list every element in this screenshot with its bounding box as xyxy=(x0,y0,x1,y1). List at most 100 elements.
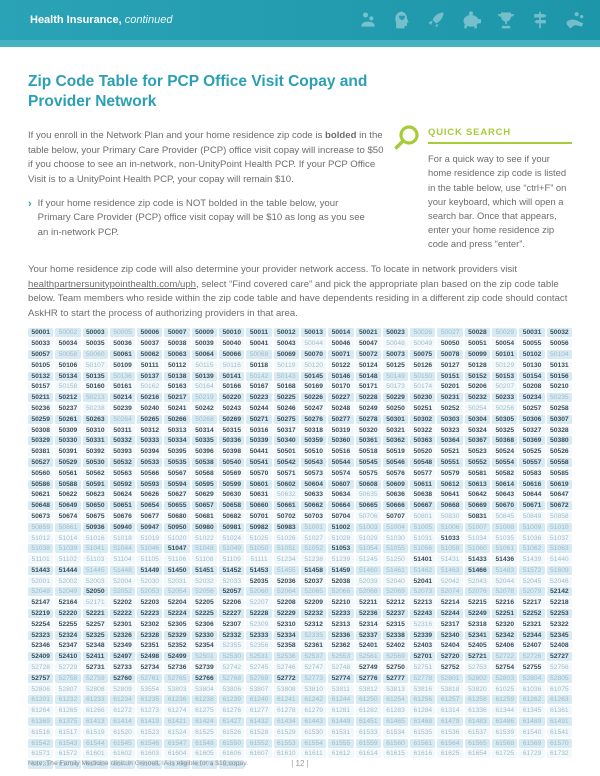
zip-cell: 50648 xyxy=(28,501,54,511)
zip-cell: 61240 xyxy=(246,695,272,705)
zip-cell: 51460 xyxy=(355,565,381,575)
zip-cell: 50398 xyxy=(219,447,245,457)
zip-cell: 52408 xyxy=(546,641,572,651)
zip-cell: 50131 xyxy=(546,360,572,370)
zip-cell: 52036 xyxy=(273,576,299,586)
zip-row: 61516 61517 61519 61520 61523 61524 61525 61526… xyxy=(28,727,572,737)
zip-cell: 52731 xyxy=(82,663,108,673)
provider-network-link[interactable]: healthpartnersunitypointhealth.com/uph xyxy=(28,278,197,290)
zip-cell: 50171 xyxy=(355,382,381,392)
zip-row: 61733 61734 61742 61747 61755 61759 61771 62682 xyxy=(28,760,572,770)
zip-cell: 50251 xyxy=(410,403,436,413)
zip-cell: 61605 xyxy=(191,749,218,759)
zip-cell: 50153 xyxy=(492,371,518,381)
zip-cell: 61520 xyxy=(109,727,136,737)
zip-cell: 50706 xyxy=(355,511,381,521)
zip-cell: 50643 xyxy=(492,490,518,500)
zip-row: 50329 50330 50331 50332 50333 50334 50335 50336… xyxy=(28,436,572,446)
zip-cell: 61537 xyxy=(464,727,491,737)
zip-cell: 52352 xyxy=(164,641,190,651)
page-content: Zip Code Table for PCP Office Visit Copa… xyxy=(0,72,600,770)
zip-cell: 51462 xyxy=(410,565,436,575)
zip-cell: 51002 xyxy=(328,522,354,532)
zip-cell: 61552 xyxy=(246,738,272,748)
zip-cell: 50627 xyxy=(164,490,190,500)
zip-cell: 50156 xyxy=(546,371,572,381)
zip-cell: 50302 xyxy=(410,414,436,424)
zip-cell: 52236 xyxy=(355,609,381,619)
zip-cell: 61571 xyxy=(28,749,54,759)
zip-cell: 50624 xyxy=(109,490,136,500)
zip-cell: 50122 xyxy=(328,360,354,370)
zip-cell: 50208 xyxy=(519,382,545,392)
zip-cell: 61369 xyxy=(28,717,54,727)
zip-cell: 52498 xyxy=(137,652,163,662)
zip-cell: 51063 xyxy=(546,544,572,554)
zip-cell: 51051 xyxy=(273,544,299,554)
zip-cell: 50526 xyxy=(546,447,572,457)
zip-cell: 52056 xyxy=(191,587,218,597)
zip-cell: 50682 xyxy=(219,511,245,521)
zip-cell: 50001 xyxy=(28,328,54,338)
zip-cell: 51436 xyxy=(492,555,518,565)
zip-cell: 50552 xyxy=(464,457,491,467)
zip-cell: 50830 xyxy=(437,511,463,521)
zip-cell: 50058 xyxy=(55,349,81,359)
zip-cell: 50540 xyxy=(219,457,245,467)
zip-cell: 50335 xyxy=(191,436,218,446)
zip-cell: 51061 xyxy=(492,544,518,554)
zip-cell: 50641 xyxy=(437,490,463,500)
zip-cell: 51016 xyxy=(82,533,108,543)
zip-cell: 50519 xyxy=(382,447,409,457)
zip-row: 51012 51014 51016 51018 51019 51020 51022 51024… xyxy=(28,533,572,543)
zip-cell: 50662 xyxy=(300,501,327,511)
zip-cell: 50569 xyxy=(219,468,245,478)
zip-cell: 61523 xyxy=(137,727,163,737)
zip-cell: 61257 xyxy=(437,695,463,705)
zip-cell: 50252 xyxy=(437,403,463,413)
zip-cell: 61606 xyxy=(219,749,245,759)
zip-row: 61571 61572 61601 61602 61603 61604 61605 61606… xyxy=(28,749,572,759)
zip-cell: 52733 xyxy=(109,663,136,673)
zip-cell: 52205 xyxy=(191,598,218,608)
zip-cell: 61541 xyxy=(546,727,572,737)
zip-cell: 61729 xyxy=(519,749,545,759)
zip-row: 61542 61543 61544 61545 61546 61547 61548 61550… xyxy=(28,738,572,748)
zip-cell: 50655 xyxy=(164,501,190,511)
zip-cell: 61610 xyxy=(273,749,299,759)
zip-cell: 50235 xyxy=(546,393,572,403)
zip-cell: 50056 xyxy=(546,339,572,349)
zip-cell: 50324 xyxy=(464,425,491,435)
zip-cell: 50232 xyxy=(464,393,491,403)
zip-cell: 61534 xyxy=(382,727,409,737)
zip-cell: 51006 xyxy=(437,522,463,532)
zip-cell: 50236 xyxy=(28,403,54,413)
zip-cell: 61025 xyxy=(492,684,518,694)
bullet-text: If your home residence zip code is NOT b… xyxy=(37,197,365,238)
zip-cell: 61569 xyxy=(519,738,545,748)
zip-cell: 50303 xyxy=(437,414,463,424)
zip-cell: 50566 xyxy=(137,468,163,478)
zip-cell: 51046 xyxy=(137,544,163,554)
zip-cell: 52232 xyxy=(300,609,327,619)
zip-cell: 61625 xyxy=(437,749,463,759)
zip-cell: 50111 xyxy=(137,360,163,370)
zip-cell: 61565 xyxy=(464,738,491,748)
zip-cell: 50583 xyxy=(519,468,545,478)
zip-cell: 50035 xyxy=(82,339,108,349)
zip-cell: 50214 xyxy=(109,393,136,403)
zip-cell: 50501 xyxy=(273,447,299,457)
zip-cell: 51048 xyxy=(191,544,218,554)
zip-row: 50308 50309 50310 50311 50312 50313 50314 50315… xyxy=(28,425,572,435)
zip-cell: 52218 xyxy=(546,598,572,608)
zip-cell: 50675 xyxy=(82,511,108,521)
network-text-after: , select “Find covered care” and pick th… xyxy=(28,278,568,319)
zip-cell: 50247 xyxy=(300,403,327,413)
intro-bold-word: bolded xyxy=(325,130,357,142)
zip-cell: 51450 xyxy=(164,565,190,575)
zip-cell: 50369 xyxy=(519,436,545,446)
zip-cell: 53806 xyxy=(219,684,245,694)
zip-cell: 50666 xyxy=(382,501,409,511)
zip-cell: 50614 xyxy=(492,479,518,489)
